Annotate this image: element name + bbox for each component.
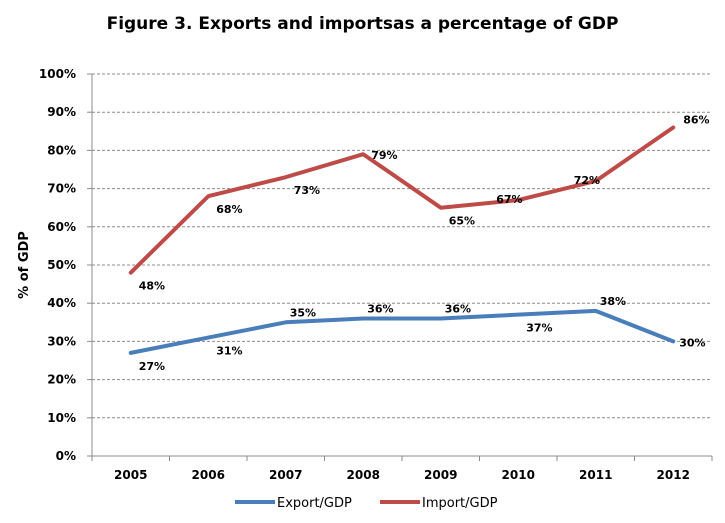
- data-label: 48%: [139, 280, 165, 293]
- data-label: 30%: [679, 336, 705, 349]
- series-line-export-gdp: [128, 308, 676, 355]
- data-label: 72%: [574, 174, 600, 187]
- y-tick-label: 50%: [47, 258, 76, 272]
- y-tick-label: 20%: [47, 373, 76, 387]
- y-tick-label: 80%: [47, 143, 76, 157]
- legend: Export/GDP Import/GDP: [235, 496, 498, 511]
- data-label: 38%: [600, 295, 626, 308]
- x-tick-label: 2009: [424, 468, 457, 482]
- data-label: 65%: [449, 215, 475, 228]
- x-tick-label: 2010: [502, 468, 535, 482]
- data-label: 35%: [290, 306, 316, 319]
- y-tick-labels: 0% 10% 20% 30% 40% 50% 60% 70% 80% 90% 100%: [39, 67, 76, 463]
- x-tick-label: 2006: [192, 468, 225, 482]
- data-label: 86%: [683, 113, 709, 126]
- legend-label: Import/GDP: [422, 496, 498, 511]
- y-tick-label: 60%: [47, 220, 76, 234]
- x-tick-labels: 2005 2006 2007 2008 2009 2010 2011 2012: [114, 468, 690, 482]
- y-tick-label: 100%: [39, 67, 76, 81]
- gridlines: [92, 73, 712, 419]
- x-tick-label: 2011: [579, 468, 612, 482]
- data-label: 79%: [371, 149, 397, 162]
- x-tick-label: 2008: [347, 468, 380, 482]
- data-label: 37%: [526, 322, 552, 335]
- y-tick-label: 40%: [47, 296, 76, 310]
- x-tick-label: 2005: [114, 468, 147, 482]
- series-line-import-gdp: [128, 125, 676, 275]
- data-label: 36%: [367, 302, 393, 315]
- series-lines: [128, 125, 676, 355]
- y-tick-label: 10%: [47, 411, 76, 425]
- y-tick-label: 70%: [47, 182, 76, 196]
- data-label: 36%: [445, 302, 471, 315]
- x-tick-label: 2007: [269, 468, 302, 482]
- y-tick-label: 90%: [47, 105, 76, 119]
- chart-title: Figure 3. Exports and importsas a percen…: [106, 14, 619, 34]
- data-label: 27%: [139, 360, 165, 373]
- x-tick-label: 2012: [657, 468, 690, 482]
- data-labels: 27% 31% 35% 36% 36% 37% 38% 30% 48% 68% 73% 79% 65% 6…: [139, 113, 710, 372]
- data-label: 67%: [496, 193, 522, 206]
- legend-label: Export/GDP: [277, 496, 352, 511]
- axes: [87, 73, 713, 461]
- y-tick-label: 0%: [56, 449, 76, 463]
- data-label: 31%: [216, 345, 242, 358]
- data-label: 68%: [216, 203, 242, 216]
- data-label: 73%: [294, 184, 320, 197]
- y-axis-label: % of GDP: [17, 231, 32, 299]
- y-tick-label: 30%: [47, 334, 76, 348]
